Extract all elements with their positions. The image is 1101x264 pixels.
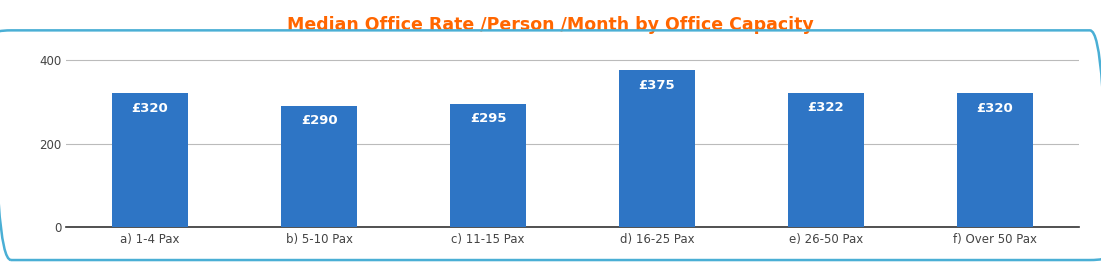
Bar — [450, 104, 526, 227]
Text: £295: £295 — [470, 112, 506, 125]
Bar — [788, 93, 864, 227]
Text: £375: £375 — [639, 79, 675, 92]
Text: £320: £320 — [132, 102, 168, 115]
Bar — [957, 93, 1033, 227]
Bar — [619, 70, 695, 227]
Text: Median Office Rate /Person /Month by Office Capacity: Median Office Rate /Person /Month by Off… — [287, 16, 814, 34]
Bar — [281, 106, 357, 227]
Text: £322: £322 — [808, 101, 844, 114]
Text: £290: £290 — [301, 114, 337, 127]
Text: £320: £320 — [977, 102, 1013, 115]
Bar — [112, 93, 188, 227]
